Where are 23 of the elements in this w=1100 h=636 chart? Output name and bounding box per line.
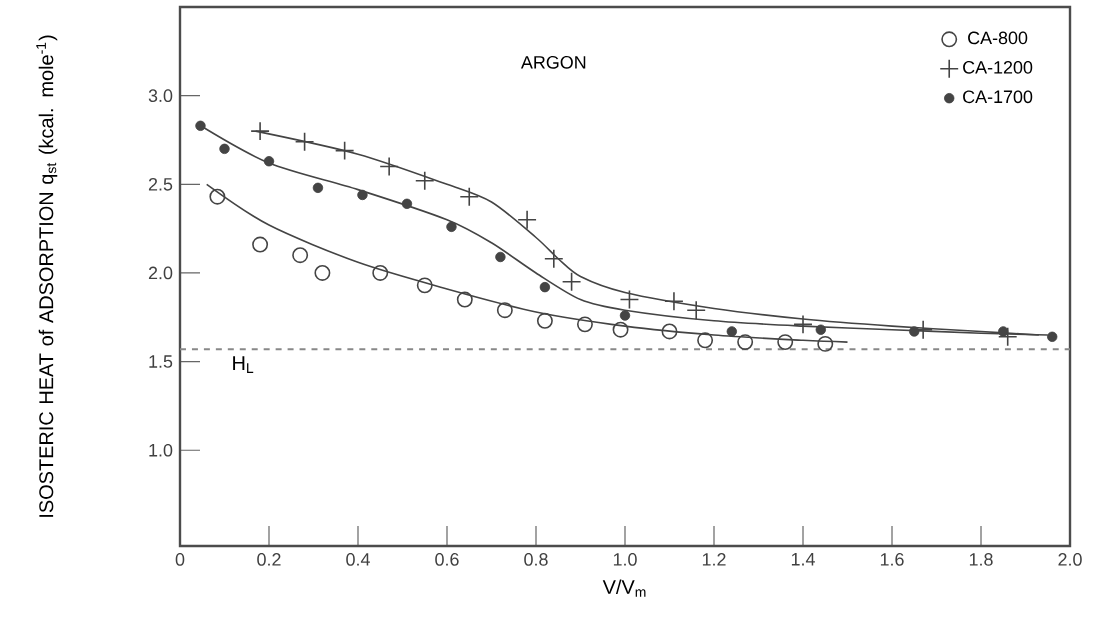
x-tick-label: 0.8 [524,553,548,566]
legend-label: CA-800 [968,31,1028,45]
x-tick-label: 0 [175,553,185,566]
x-tick-label: 1.8 [969,553,993,566]
y-tick-label: 3.0 [148,89,173,102]
ref-line-label: H$_{L}$ [233,356,254,373]
x-tick-label: 1.0 [613,553,637,566]
x-tick-label: 0.2 [257,553,281,566]
x-tick-label: 0.4 [346,553,370,566]
x-axis-title: V/V$_{m}$ [602,579,646,597]
x-tick-label: 1.4 [791,553,815,566]
y-tick-label: 2.5 [148,177,173,191]
x-tick-label: 1.2 [702,553,726,566]
legend-label: CA-1700 [963,90,1033,104]
y-tick-label: 1.0 [149,443,173,457]
y-tick-label: 2.0 [148,266,173,280]
legend-label: CA-1200 [963,60,1033,74]
y-axis-title: ISOSTERIC HEAT of ADSORPTION q$_{st}$ (kcal. mole$^{-1}$) [36,35,58,517]
x-tick-label: 0.6 [435,553,459,566]
x-tick-label: 1.6 [880,553,904,566]
text: ARGON [520,55,586,69]
x-tick-label: 2.0 [1058,553,1082,566]
y-tick-label: 1.5 [149,355,173,368]
